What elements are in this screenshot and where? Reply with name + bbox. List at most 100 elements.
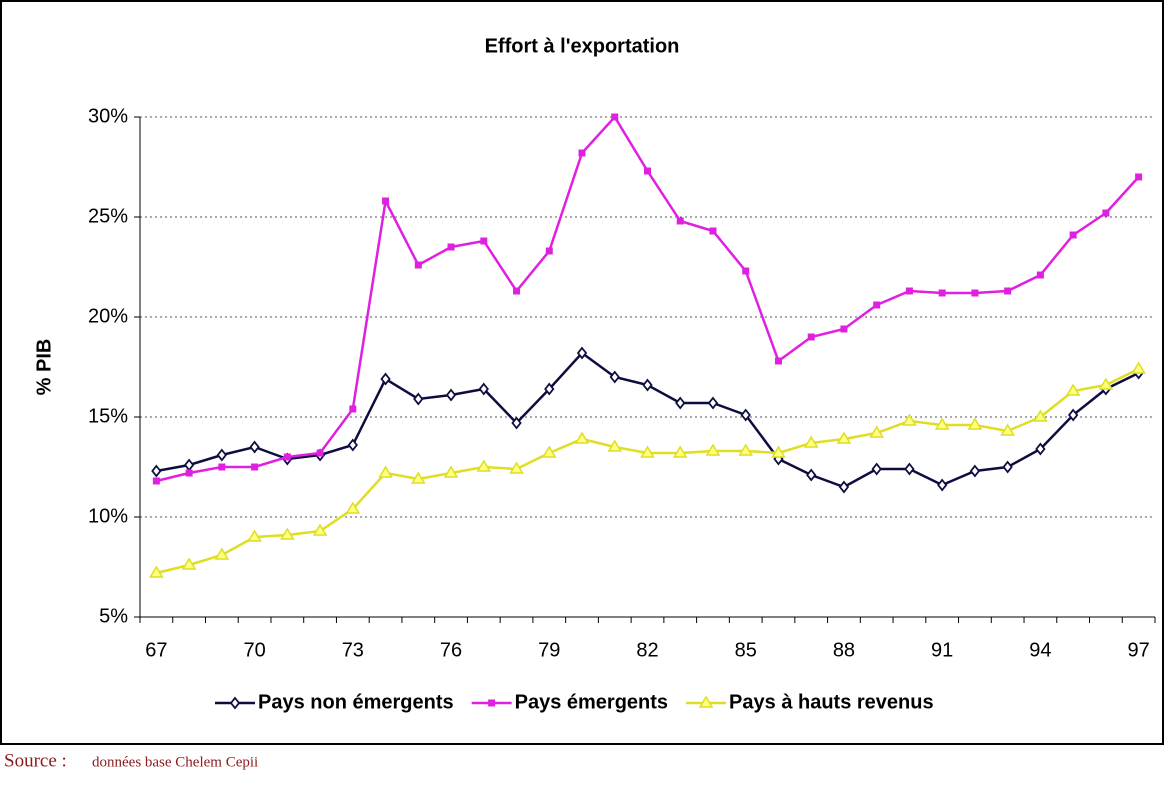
marker <box>640 445 655 458</box>
marker <box>937 478 948 492</box>
marker <box>443 465 459 478</box>
marker <box>576 346 588 360</box>
marker <box>803 435 819 448</box>
marker <box>316 449 324 457</box>
marker <box>312 523 328 536</box>
legend-label: Pays à hauts revenus <box>729 691 934 713</box>
marker <box>382 197 390 205</box>
marker <box>1135 173 1143 181</box>
marker <box>280 527 295 540</box>
marker <box>967 417 983 430</box>
marker <box>380 372 391 386</box>
source-label: Source : <box>4 750 67 771</box>
marker <box>378 465 393 478</box>
marker <box>214 547 230 560</box>
marker <box>971 289 979 297</box>
marker <box>840 325 848 333</box>
marker <box>447 243 455 251</box>
x-tick-label: 73 <box>342 639 364 661</box>
marker <box>1002 460 1013 474</box>
marker <box>1000 423 1015 436</box>
x-tick-label: 82 <box>636 639 658 661</box>
marker <box>904 462 915 476</box>
marker <box>345 501 361 514</box>
marker <box>152 477 160 485</box>
marker <box>771 445 786 458</box>
marker <box>705 443 721 456</box>
chart-frame <box>0 0 1164 745</box>
marker <box>413 392 424 406</box>
y-tick-label: 20% <box>88 305 128 327</box>
marker <box>578 149 586 157</box>
marker <box>644 167 651 175</box>
marker <box>672 445 688 458</box>
y-tick-label: 5% <box>99 605 128 627</box>
marker <box>938 289 946 297</box>
marker <box>185 469 193 477</box>
x-tick-label: 94 <box>1029 639 1051 661</box>
marker <box>1065 383 1081 396</box>
marker <box>476 459 492 472</box>
marker <box>488 699 496 707</box>
x-tick-label: 97 <box>1128 639 1150 661</box>
x-tick-label: 91 <box>931 639 953 661</box>
marker <box>478 382 489 396</box>
marker <box>414 261 422 269</box>
marker <box>934 417 950 430</box>
marker <box>1033 409 1048 422</box>
marker <box>709 227 717 235</box>
legend-label: Pays émergents <box>515 691 668 713</box>
marker <box>1036 271 1044 279</box>
marker <box>509 461 524 474</box>
source-text: données base Chelem Cepii <box>92 754 258 770</box>
marker <box>541 445 557 458</box>
marker <box>513 287 521 295</box>
marker <box>283 453 291 461</box>
marker <box>480 237 488 245</box>
marker <box>544 382 555 396</box>
x-tick-label: 70 <box>243 639 265 661</box>
marker <box>707 396 719 410</box>
x-tick-label: 88 <box>833 639 855 661</box>
y-tick-label: 30% <box>88 105 128 127</box>
marker <box>1069 231 1077 239</box>
marker <box>1131 361 1146 374</box>
legend-label: Pays non émergents <box>258 691 454 713</box>
marker <box>742 267 750 275</box>
marker <box>410 471 426 484</box>
marker <box>611 113 619 121</box>
marker <box>151 464 162 478</box>
x-tick-label: 85 <box>735 639 757 661</box>
marker <box>149 565 164 578</box>
marker <box>969 464 981 478</box>
marker <box>738 443 754 456</box>
marker <box>511 416 522 430</box>
marker <box>607 439 623 452</box>
x-tick-label: 79 <box>538 639 560 661</box>
marker <box>445 388 457 402</box>
marker <box>216 448 228 462</box>
marker <box>1102 209 1110 217</box>
marker <box>247 529 262 542</box>
marker <box>774 357 782 365</box>
y-tick-label: 15% <box>88 405 128 427</box>
marker <box>249 440 260 454</box>
marker <box>740 408 751 422</box>
marker <box>869 425 885 438</box>
marker <box>698 695 714 708</box>
marker <box>218 463 226 471</box>
marker <box>836 431 852 444</box>
marker <box>642 378 653 392</box>
marker <box>251 463 259 471</box>
marker <box>609 370 620 384</box>
marker <box>181 557 197 570</box>
y-axis-label: % PIB <box>33 339 55 396</box>
marker <box>574 431 590 444</box>
x-tick-label: 67 <box>145 639 167 661</box>
y-tick-label: 25% <box>88 205 128 227</box>
marker <box>871 462 882 476</box>
marker <box>807 333 815 341</box>
marker <box>545 247 553 255</box>
marker <box>905 287 913 295</box>
